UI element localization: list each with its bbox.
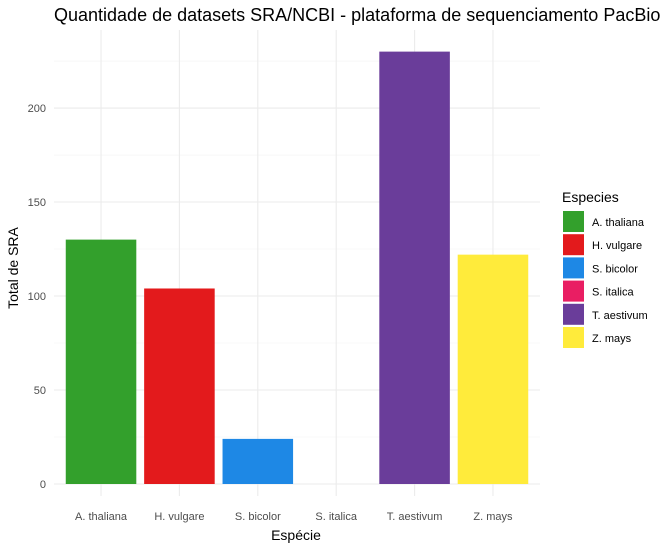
legend: Especies A. thaliana H. vulgare S. bicolor… <box>562 189 648 348</box>
bar-a-thaliana <box>65 239 137 484</box>
y-tick-label: 200 <box>28 103 46 115</box>
legend-label: S. italica <box>592 287 634 299</box>
x-axis-ticks: A. thaliana H. vulgare S. bicolor S. italic… <box>75 511 513 523</box>
y-axis-title: Total de SRA <box>5 226 21 308</box>
y-tick-label: 50 <box>34 385 46 397</box>
bars <box>65 51 529 484</box>
bar-z-mays <box>457 254 529 484</box>
legend-title: Especies <box>562 189 619 205</box>
legend-key <box>563 303 584 325</box>
x-tick-label: S. italica <box>315 511 357 523</box>
legend-items: A. thaliana H. vulgare S. bicolor S. italic… <box>563 211 648 348</box>
legend-label: S. bicolor <box>592 263 638 275</box>
legend-key <box>563 257 584 279</box>
bar-h-vulgare <box>144 288 215 484</box>
y-tick-label: 100 <box>28 291 46 303</box>
x-tick-label: A. thaliana <box>75 511 128 523</box>
legend-key <box>563 234 584 256</box>
x-axis-title: Espécie <box>271 527 321 543</box>
legend-key <box>563 280 584 302</box>
legend-label: A. thaliana <box>592 217 645 229</box>
y-axis-ticks: 0 50 100 150 200 <box>28 103 46 491</box>
legend-label: Z. mays <box>592 333 632 345</box>
x-tick-label: T. aestivum <box>387 511 443 523</box>
x-tick-label: Z. mays <box>473 511 513 523</box>
x-tick-label: H. vulgare <box>154 511 204 523</box>
bar-t-aestivum <box>379 51 450 484</box>
legend-key <box>563 211 584 232</box>
y-tick-label: 150 <box>28 197 46 209</box>
legend-label: H. vulgare <box>592 240 642 252</box>
legend-key <box>563 327 584 348</box>
legend-label: T. aestivum <box>592 310 648 322</box>
chart-title: Quantidade de datasets SRA/NCBI - plataf… <box>54 5 660 25</box>
y-tick-label: 0 <box>40 479 46 491</box>
bar-s-bicolor <box>222 438 294 484</box>
x-tick-label: S. bicolor <box>235 511 281 523</box>
